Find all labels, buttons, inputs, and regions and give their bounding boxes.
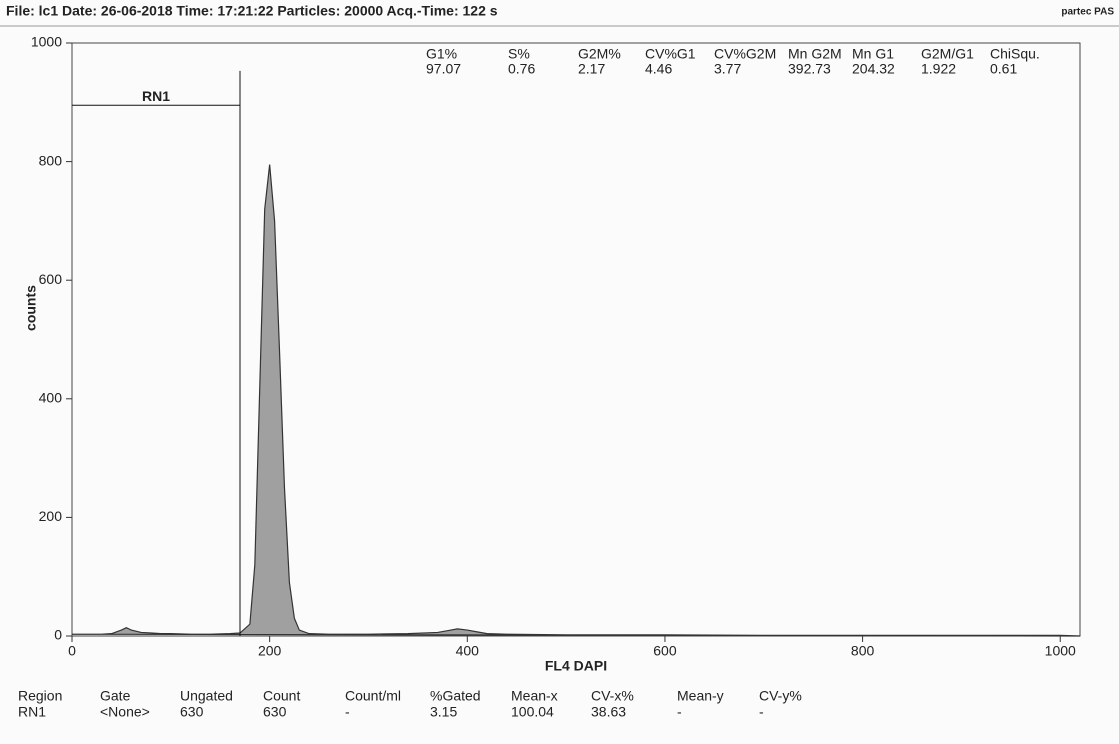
brand: partec PAS xyxy=(1061,7,1114,18)
stats-header: G2M/G1 xyxy=(921,46,974,62)
x-tick-label: 1000 xyxy=(1045,643,1076,659)
y-tick-label: 400 xyxy=(39,390,63,406)
stats-value: 0.61 xyxy=(990,61,1017,77)
y-tick-label: 200 xyxy=(39,508,63,524)
stats-value: 3.77 xyxy=(714,61,741,77)
stats-header: CV%G2M xyxy=(714,46,776,62)
region-label: RN1 xyxy=(142,88,170,104)
results-value: <None> xyxy=(100,704,150,720)
results-header: Ungated xyxy=(180,688,233,704)
results-value: RN1 xyxy=(18,704,46,720)
results-header: Count/ml xyxy=(345,688,401,704)
header-info: File: lc1 Date: 26-06-2018 Time: 17:21:2… xyxy=(6,3,498,19)
y-tick-label: 800 xyxy=(39,152,63,168)
x-tick-label: 400 xyxy=(456,643,480,659)
stats-value: 97.07 xyxy=(426,61,461,77)
results-header: %Gated xyxy=(430,688,481,704)
results-header: CV-x% xyxy=(591,688,634,704)
stats-value: 392.73 xyxy=(788,61,831,77)
stats-header: G2M% xyxy=(578,46,621,62)
results-header: CV-y% xyxy=(759,688,802,704)
results-value: - xyxy=(677,704,682,720)
stats-value: 204.32 xyxy=(852,61,895,77)
stats-value: 0.76 xyxy=(508,61,535,77)
x-tick-label: 600 xyxy=(653,643,677,659)
stats-header: Mn G2M xyxy=(788,46,842,62)
results-header: Mean-x xyxy=(511,688,558,704)
results-value: - xyxy=(759,704,764,720)
results-header: Gate xyxy=(100,688,131,704)
results-value: 100.04 xyxy=(511,704,554,720)
results-value: 38.63 xyxy=(591,704,626,720)
results-value: 630 xyxy=(180,704,204,720)
y-tick-label: 1000 xyxy=(31,34,62,50)
x-tick-label: 800 xyxy=(851,643,875,659)
stats-value: 4.46 xyxy=(645,61,672,77)
results-header: Region xyxy=(18,688,62,704)
results-header: Mean-y xyxy=(677,688,724,704)
results-header: Count xyxy=(263,688,300,704)
results-value: 3.15 xyxy=(430,704,457,720)
plot-frame xyxy=(71,42,1081,637)
stats-header: S% xyxy=(508,46,530,62)
stats-header: G1% xyxy=(426,46,457,62)
y-tick-label: 600 xyxy=(39,271,63,287)
stats-header: ChiSqu. xyxy=(990,46,1040,62)
stats-value: 1.922 xyxy=(921,61,956,77)
stats-header: CV%G1 xyxy=(645,46,696,62)
y-axis-label: counts xyxy=(23,285,39,331)
results-value: - xyxy=(345,704,350,720)
x-tick-label: 0 xyxy=(68,643,76,659)
x-tick-label: 200 xyxy=(258,643,282,659)
stats-header: Mn G1 xyxy=(852,46,894,62)
y-tick-label: 0 xyxy=(54,627,62,643)
results-value: 630 xyxy=(263,704,287,720)
x-axis-label: FL4 DAPI xyxy=(545,658,607,674)
stats-value: 2.17 xyxy=(578,61,605,77)
histogram-area xyxy=(71,164,1081,637)
